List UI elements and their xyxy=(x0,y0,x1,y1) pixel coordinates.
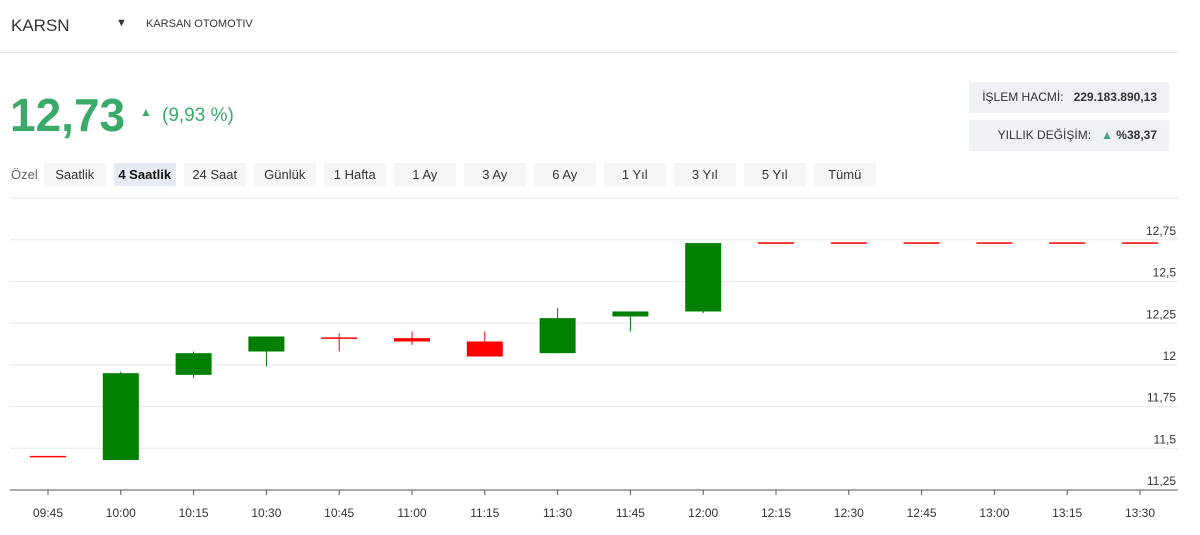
x-tick-label: 13:15 xyxy=(1052,506,1082,520)
tab[interactable]: 3 Yıl xyxy=(673,163,736,186)
tab[interactable]: 1 Yıl xyxy=(603,163,666,186)
x-tick-label: 09:45 xyxy=(33,506,63,520)
x-tick-label: 13:00 xyxy=(979,506,1009,520)
candle-body xyxy=(466,341,503,357)
candle-body xyxy=(175,353,212,375)
tab-label: Özel xyxy=(11,167,38,182)
candle-body xyxy=(539,318,576,354)
symbol: KARSN xyxy=(11,16,70,35)
candle-body xyxy=(903,242,940,244)
dropdown-icon[interactable]: ▼ xyxy=(116,17,127,29)
yearly-label: YILLIK DEĞİŞİM: xyxy=(997,128,1092,142)
y-tick-label: 11,75 xyxy=(1147,391,1176,405)
y-tick-label: 12,75 xyxy=(1146,224,1176,238)
x-tick-label: 12:00 xyxy=(688,506,718,520)
yearly-box: YILLIK DEĞİŞİM: ▲ %38,37 xyxy=(969,120,1169,151)
candle-body xyxy=(248,336,285,352)
candle-body xyxy=(1122,242,1158,244)
candle-body xyxy=(102,373,139,460)
tab[interactable]: 4 Saatlik xyxy=(113,163,176,186)
tab[interactable]: 1 Hafta xyxy=(323,163,386,186)
tab[interactable]: Günlük xyxy=(253,163,316,186)
candle-body xyxy=(321,337,358,339)
up-arrow: ▲ xyxy=(140,105,152,119)
x-tick-label: 10:45 xyxy=(324,506,354,520)
y-tick-label: 11,5 xyxy=(1154,432,1177,446)
y-tick-label: 12,5 xyxy=(1153,266,1177,280)
x-tick-label: 12:45 xyxy=(907,506,937,520)
up-arrow: ▲ xyxy=(1101,128,1113,142)
y-tick-label: 11,25 xyxy=(1147,474,1176,488)
y-tick-label: 12,25 xyxy=(1146,307,1176,321)
separator xyxy=(0,52,1178,53)
x-tick-label: 12:15 xyxy=(761,506,791,520)
x-tick-label: 11:30 xyxy=(543,506,572,520)
tab[interactable]: 5 Yıl xyxy=(743,163,806,186)
price-change: (9,93 %) xyxy=(162,105,234,126)
tab[interactable]: 1 Ay xyxy=(393,163,456,186)
x-tick-label: 10:00 xyxy=(106,506,136,520)
x-tick-label: 11:00 xyxy=(397,506,426,520)
y-tick-label: 12 xyxy=(1163,349,1177,363)
x-tick-label: 10:15 xyxy=(179,506,209,520)
volume-box: İŞLEM HACMİ: 229.183.890,13 xyxy=(969,82,1169,113)
volume: 229.183.890,13 xyxy=(1073,90,1157,104)
volume-label: İŞLEM HACMİ: xyxy=(982,90,1064,104)
price: 12,73 xyxy=(10,89,126,141)
candle-body xyxy=(30,455,66,458)
x-tick-label: 11:15 xyxy=(470,506,499,520)
candle-body xyxy=(758,242,794,244)
x-tick-label: 13:30 xyxy=(1125,506,1155,520)
x-tick-label: 11:45 xyxy=(616,506,645,520)
tab[interactable]: 6 Ay xyxy=(533,163,596,186)
candle-body xyxy=(612,311,649,317)
candle-body xyxy=(685,243,722,312)
tab[interactable]: Tümü xyxy=(813,163,876,186)
yearly: %38,37 xyxy=(1116,128,1157,142)
candle-body xyxy=(394,338,430,342)
candle-body xyxy=(830,242,867,244)
x-tick-label: 10:30 xyxy=(251,506,281,520)
tab[interactable]: Saatlik xyxy=(43,163,106,186)
company-name: KARSAN OTOMOTIV xyxy=(146,18,253,30)
candle-body xyxy=(1049,242,1086,244)
tab[interactable]: 3 Ay xyxy=(463,163,526,186)
candle-body xyxy=(976,242,1013,244)
x-tick-label: 12:30 xyxy=(834,506,864,520)
tab[interactable]: 24 Saat xyxy=(183,163,246,186)
tab-bar: Özel Saatlik 4 Saatlik 24 Saat Günlük 1 Haft… xyxy=(11,163,884,186)
